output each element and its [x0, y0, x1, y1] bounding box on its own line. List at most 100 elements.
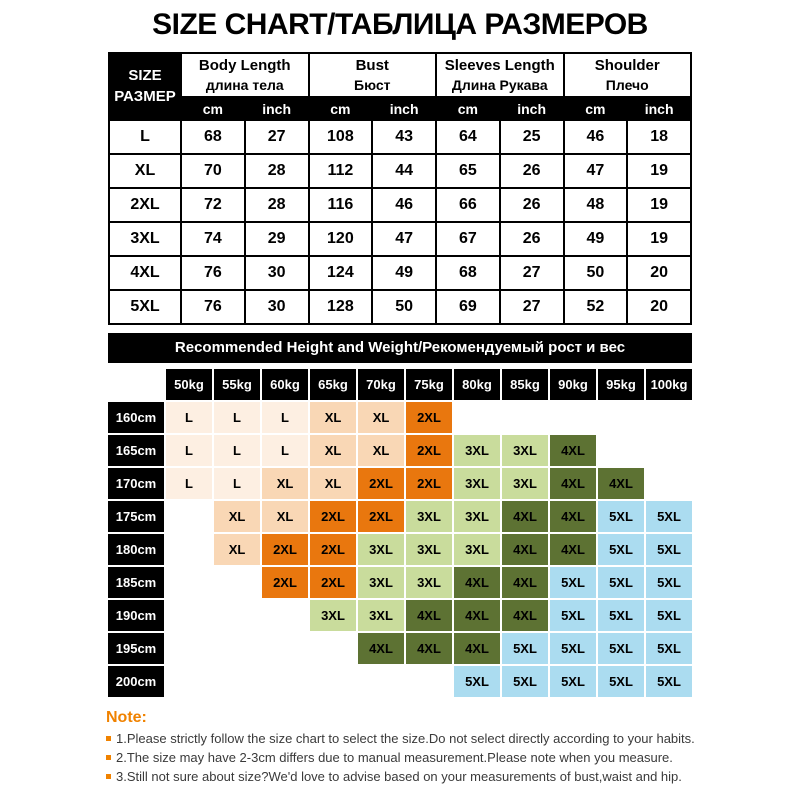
measurement-value: 108 — [307, 119, 374, 155]
size-recommend-cell: 5XL — [598, 666, 644, 697]
height-header: 180cm — [108, 534, 164, 565]
size-recommend-cell: 4XL — [406, 600, 452, 631]
size-row-label: 3XL — [108, 221, 182, 257]
column-group-ru: длина тела — [205, 76, 284, 93]
height-header: 170cm — [108, 468, 164, 499]
weight-header: 65kg — [310, 369, 356, 400]
size-recommend-cell: L — [262, 402, 308, 433]
measurement-value: 50 — [371, 289, 437, 325]
measurement-value: 27 — [243, 119, 310, 155]
size-recommend-cell: 4XL — [550, 468, 596, 499]
recommend-row: 180cm XL 2XL 2XL 3XL 3XL 3XL 4XL 4XL 5XL 5XL — [108, 534, 692, 565]
size-recommend-cell: 5XL — [598, 600, 644, 631]
size-recommend-cell: 4XL — [406, 633, 452, 664]
size-recommend-cell: 3XL — [502, 435, 548, 466]
size-recommend-cell: 4XL — [550, 534, 596, 565]
measurement-value: 19 — [626, 221, 692, 257]
recommend-row: 160cm L L L XL XL 2XL — [108, 402, 692, 433]
measurement-value: 128 — [307, 289, 374, 325]
weight-header: 100kg — [646, 369, 692, 400]
unit-header: cm — [180, 96, 246, 121]
empty-cell — [166, 600, 212, 631]
empty-cell — [454, 402, 500, 433]
measurement-value: 48 — [562, 187, 629, 223]
measurement-value: 67 — [435, 221, 501, 257]
empty-cell — [310, 666, 356, 697]
column-group-header: Bust Бюст — [307, 52, 437, 98]
size-recommend-cell: XL — [214, 534, 260, 565]
unit-header: inch — [371, 96, 437, 121]
empty-cell — [214, 633, 260, 664]
measurement-value: 26 — [498, 153, 565, 189]
measurement-value: 69 — [435, 289, 501, 325]
measurement-value: 68 — [435, 255, 501, 291]
size-corner-header: SIZE РАЗМЕР — [108, 52, 182, 121]
measurement-value: 49 — [562, 221, 629, 257]
measurement-value: 66 — [435, 187, 501, 223]
weight-header: 80kg — [454, 369, 500, 400]
measurement-value: 20 — [626, 289, 692, 325]
measurement-value: 26 — [498, 187, 565, 223]
measurement-value: 64 — [435, 119, 501, 155]
size-recommend-cell: L — [166, 468, 212, 499]
empty-cell — [598, 402, 644, 433]
size-table-row: L 68 27 108 43 64 25 46 18 — [108, 119, 692, 155]
size-recommend-cell: 2XL — [358, 468, 404, 499]
measurement-value: 112 — [307, 153, 374, 189]
column-group-en: Bust — [355, 57, 389, 75]
measurement-value: 68 — [180, 119, 246, 155]
weight-header: 75kg — [406, 369, 452, 400]
size-recommend-cell: 5XL — [598, 567, 644, 598]
height-header: 160cm — [108, 402, 164, 433]
size-recommend-cell: 5XL — [502, 666, 548, 697]
measurement-value: 47 — [562, 153, 629, 189]
note-text-1: 1.Please strictly follow the size chart … — [116, 731, 695, 746]
size-recommend-cell: 3XL — [454, 534, 500, 565]
size-recommend-cell: 5XL — [598, 633, 644, 664]
weight-header-row: 50kg 55kg 60kg 65kg 70kg 75kg 80kg 85kg 90kg 95kg… — [108, 369, 692, 400]
size-recommend-cell: 3XL — [502, 468, 548, 499]
recommend-row: 190cm 3XL 3XL 4XL 4XL 4XL 5XL 5XL 5XL — [108, 600, 692, 631]
size-recommend-cell: 2XL — [406, 402, 452, 433]
size-table-row: 3XL 74 29 120 47 67 26 49 19 — [108, 221, 692, 257]
size-recommend-cell: 5XL — [646, 600, 692, 631]
size-recommend-cell: 2XL — [310, 501, 356, 532]
notes-section: Note: 1.Please strictly follow the size … — [106, 709, 794, 784]
note-item-1: 1.Please strictly follow the size chart … — [106, 731, 794, 746]
empty-cell — [262, 600, 308, 631]
size-row-label: 5XL — [108, 289, 182, 325]
size-recommend-cell: XL — [262, 468, 308, 499]
empty-cell — [502, 402, 548, 433]
empty-cell — [166, 633, 212, 664]
size-recommend-cell: 3XL — [454, 435, 500, 466]
page-title: SIZE CHART/ТАБЛИЦА РАЗМЕРОВ — [152, 8, 648, 41]
bullet-icon — [106, 736, 111, 741]
measurement-value: 116 — [307, 187, 374, 223]
size-recommend-cell: 5XL — [646, 666, 692, 697]
size-recommend-cell: 5XL — [598, 534, 644, 565]
size-recommend-cell: 2XL — [262, 567, 308, 598]
measurement-value: 27 — [498, 255, 565, 291]
size-recommend-cell: 5XL — [646, 567, 692, 598]
size-recommend-cell: 2XL — [262, 534, 308, 565]
size-recommend-cell: 4XL — [550, 501, 596, 532]
size-recommend-cell: XL — [214, 501, 260, 532]
note-item-2: 2.The size may have 2-3cm differs due to… — [106, 750, 794, 765]
measurement-value: 20 — [626, 255, 692, 291]
height-header: 200cm — [108, 666, 164, 697]
recommend-banner: Recommended Height and Weight/Рекомендуе… — [108, 333, 692, 363]
measurement-value: 65 — [435, 153, 501, 189]
height-header: 185cm — [108, 567, 164, 598]
height-header: 195cm — [108, 633, 164, 664]
bullet-icon — [106, 774, 111, 779]
column-group-en: Sleeves Length — [444, 57, 555, 75]
size-table-body: L 68 27 108 43 64 25 46 18 XL 70 28 112 44 65 26 47 19 2XL… — [108, 119, 692, 325]
column-group-ru: Длина Рукава — [451, 76, 548, 93]
measurement-value: 27 — [498, 289, 565, 325]
measurement-value: 70 — [180, 153, 246, 189]
recommend-row: 200cm 5XL 5XL 5XL 5XL 5XL — [108, 666, 692, 697]
weight-header: 90kg — [550, 369, 596, 400]
size-recommend-cell: 3XL — [406, 501, 452, 532]
unit-header: cm — [562, 96, 629, 121]
